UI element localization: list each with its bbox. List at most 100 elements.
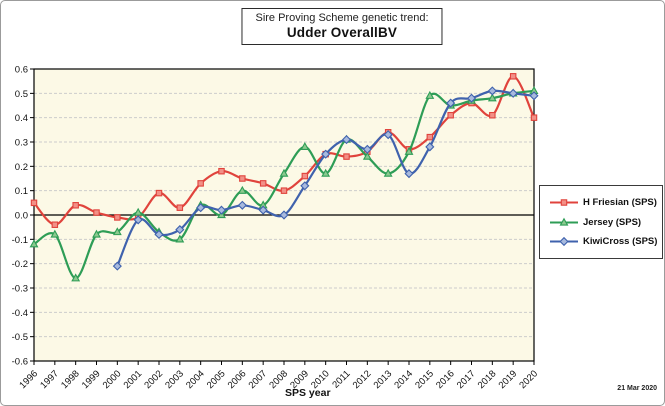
- y-tick-label: 0.3: [15, 138, 28, 149]
- legend: H Friesian (SPS) Jersey (SPS) KiwiCross (S…: [539, 185, 663, 259]
- triangle-marker-icon: [175, 234, 185, 243]
- legend-label: Jersey (SPS): [583, 216, 642, 228]
- diamond-marker-icon: [425, 142, 435, 152]
- y-tick-label: -0.3: [12, 284, 28, 295]
- diamond-marker-icon: [279, 210, 289, 220]
- series-h-friesian-sps: [30, 73, 538, 228]
- y-tick-label: 0.5: [15, 89, 28, 100]
- x-tick-label: 1998: [59, 368, 82, 391]
- square-marker-icon: [301, 172, 309, 180]
- chart-title-main: Udder OverallBV: [286, 25, 398, 40]
- x-tick-label: 2007: [247, 368, 270, 391]
- y-axis: 0.6 0.5 0.4 0.3 0.2 0.1 0.0 -0.1 -0.2 -0.3 -0.4 -0.…: [12, 65, 34, 368]
- x-tick-label: 1997: [38, 368, 61, 391]
- chart-title-box: Sire Proving Scheme genetic trend: Udder…: [241, 8, 443, 45]
- triangle-marker-icon: [404, 146, 414, 155]
- triangle-marker-icon: [237, 185, 247, 194]
- y-tick-label: 0.4: [15, 113, 28, 124]
- y-tick-label: 0.2: [15, 162, 28, 173]
- y-tick-label: -0.5: [12, 332, 28, 343]
- diamond-marker-icon: [112, 261, 122, 271]
- square-marker-icon: [30, 199, 38, 207]
- legend-item-jersey-sps: Jersey (SPS): [549, 217, 658, 228]
- diamond-marker-icon: [383, 130, 393, 140]
- diamond-marker-icon: [258, 205, 268, 215]
- x-tick-label: 2002: [142, 368, 165, 391]
- x-tick-label: 2014: [392, 368, 415, 391]
- triangle-marker-icon: [487, 93, 497, 102]
- square-marker-icon: [176, 204, 184, 211]
- x-tick-label: 2004: [184, 368, 207, 391]
- y-tick-label: 0.1: [15, 186, 28, 197]
- x-axis: 1996199719981999200020012002200320042005…: [17, 361, 540, 391]
- x-tick-label: 2003: [163, 368, 186, 391]
- diamond-marker-icon: [216, 205, 227, 215]
- x-tick-label: 2005: [205, 368, 228, 391]
- square-marker-icon: [218, 167, 225, 175]
- diamond-marker-icon: [341, 134, 352, 145]
- x-tick-label: 1996: [17, 368, 40, 391]
- square-marker-icon: [155, 189, 163, 197]
- diamond-marker-icon: [300, 181, 310, 191]
- diamond-marker-icon: [466, 93, 477, 103]
- square-marker-icon: [560, 199, 568, 207]
- triangle-marker-icon: [50, 229, 60, 238]
- square-marker-icon: [447, 111, 454, 119]
- diamond-marker-icon: [321, 149, 331, 159]
- chart-title-subtext: Sire Proving Scheme genetic trend:: [255, 12, 429, 24]
- date-stamp: 21 Mar 2020: [617, 385, 657, 392]
- square-marker-icon: [509, 73, 517, 80]
- square-marker-icon: [426, 133, 434, 141]
- square-marker-icon: [259, 180, 267, 187]
- diamond-marker-icon: [508, 88, 518, 98]
- triangle-marker-icon: [425, 90, 435, 99]
- x-tick-label: 2019: [497, 368, 520, 391]
- square-marker-icon: [343, 153, 350, 160]
- x-tick-label: 2000: [101, 368, 124, 391]
- square-marker-icon: [51, 221, 59, 228]
- x-tick-label: 2016: [434, 368, 457, 391]
- legend-swatch-triangle: [550, 217, 578, 226]
- x-tick-label: 2020: [517, 368, 540, 391]
- legend-item-kiwicross-sps: KiwiCross (SPS): [549, 236, 658, 247]
- diamond-marker-icon: [133, 215, 143, 225]
- diamond-marker-icon: [559, 236, 569, 246]
- y-tick-label: 0.6: [15, 65, 28, 76]
- x-tick-label: 2018: [476, 368, 499, 391]
- x-tick-label: 2017: [455, 368, 478, 391]
- x-tick-label: 2013: [372, 368, 395, 391]
- diamond-marker-icon: [196, 203, 206, 213]
- triangle-marker-icon: [29, 239, 39, 248]
- diamond-marker-icon: [362, 144, 372, 154]
- diamond-marker-icon: [154, 229, 164, 240]
- y-tick-label: -0.6: [12, 357, 28, 368]
- x-tick-label: 2006: [226, 368, 249, 391]
- x-tick-label: 1999: [80, 368, 103, 391]
- triangle-marker-icon: [71, 273, 81, 282]
- legend-swatch-square: [550, 199, 578, 207]
- triangle-marker-icon: [559, 217, 569, 226]
- square-marker-icon: [114, 214, 121, 221]
- x-tick-label: 2001: [122, 368, 145, 391]
- diamond-marker-icon: [446, 98, 456, 108]
- diamond-marker-icon: [175, 225, 185, 235]
- legend-item-h-friesian-sps: H Friesian (SPS): [549, 197, 658, 208]
- legend-label: H Friesian (SPS): [583, 197, 657, 209]
- diamond-marker-icon: [237, 200, 247, 210]
- triangle-marker-icon: [279, 168, 289, 177]
- triangle-marker-icon: [383, 168, 393, 177]
- diamond-marker-icon: [487, 86, 497, 96]
- x-tick-label: 2011: [330, 368, 352, 390]
- square-marker-icon: [530, 114, 538, 121]
- diamond-marker-icon: [529, 91, 539, 101]
- square-marker-icon: [280, 187, 288, 194]
- x-axis-title: SPS year: [285, 387, 331, 399]
- triangle-marker-icon: [112, 227, 122, 236]
- x-tick-label: 2012: [351, 368, 374, 391]
- square-marker-icon: [239, 175, 246, 182]
- triangle-marker-icon: [300, 142, 310, 151]
- square-marker-icon: [72, 202, 79, 209]
- triangle-marker-icon: [92, 229, 101, 238]
